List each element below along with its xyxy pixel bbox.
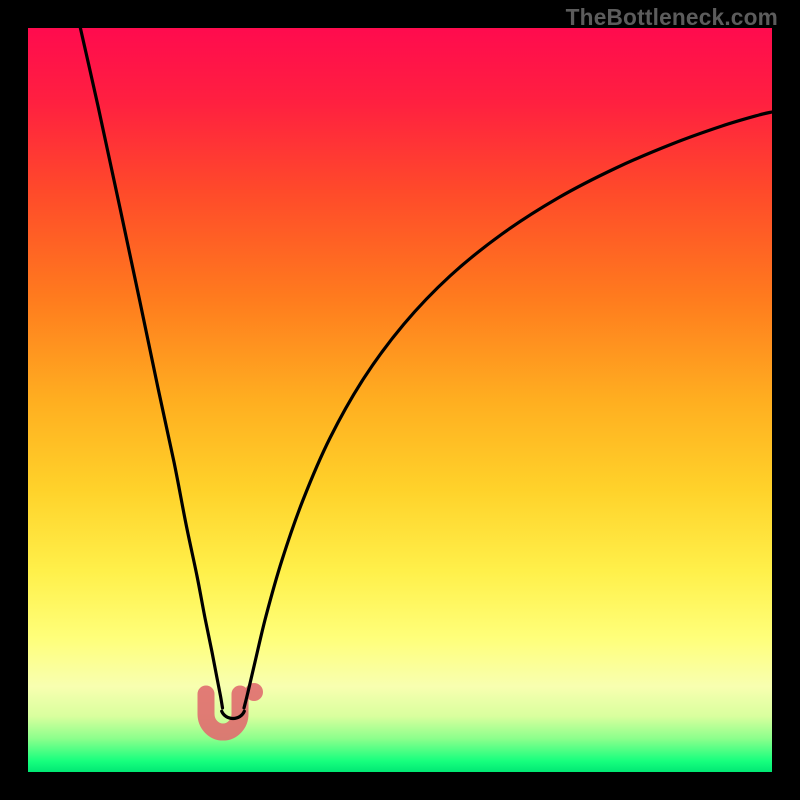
watermark-text: TheBottleneck.com xyxy=(566,4,778,31)
curve-left-branch xyxy=(74,28,223,708)
curve-overlay xyxy=(28,28,772,772)
chart-frame: TheBottleneck.com xyxy=(0,0,800,800)
curve-right-branch xyxy=(244,112,772,708)
plot-area xyxy=(28,28,772,772)
